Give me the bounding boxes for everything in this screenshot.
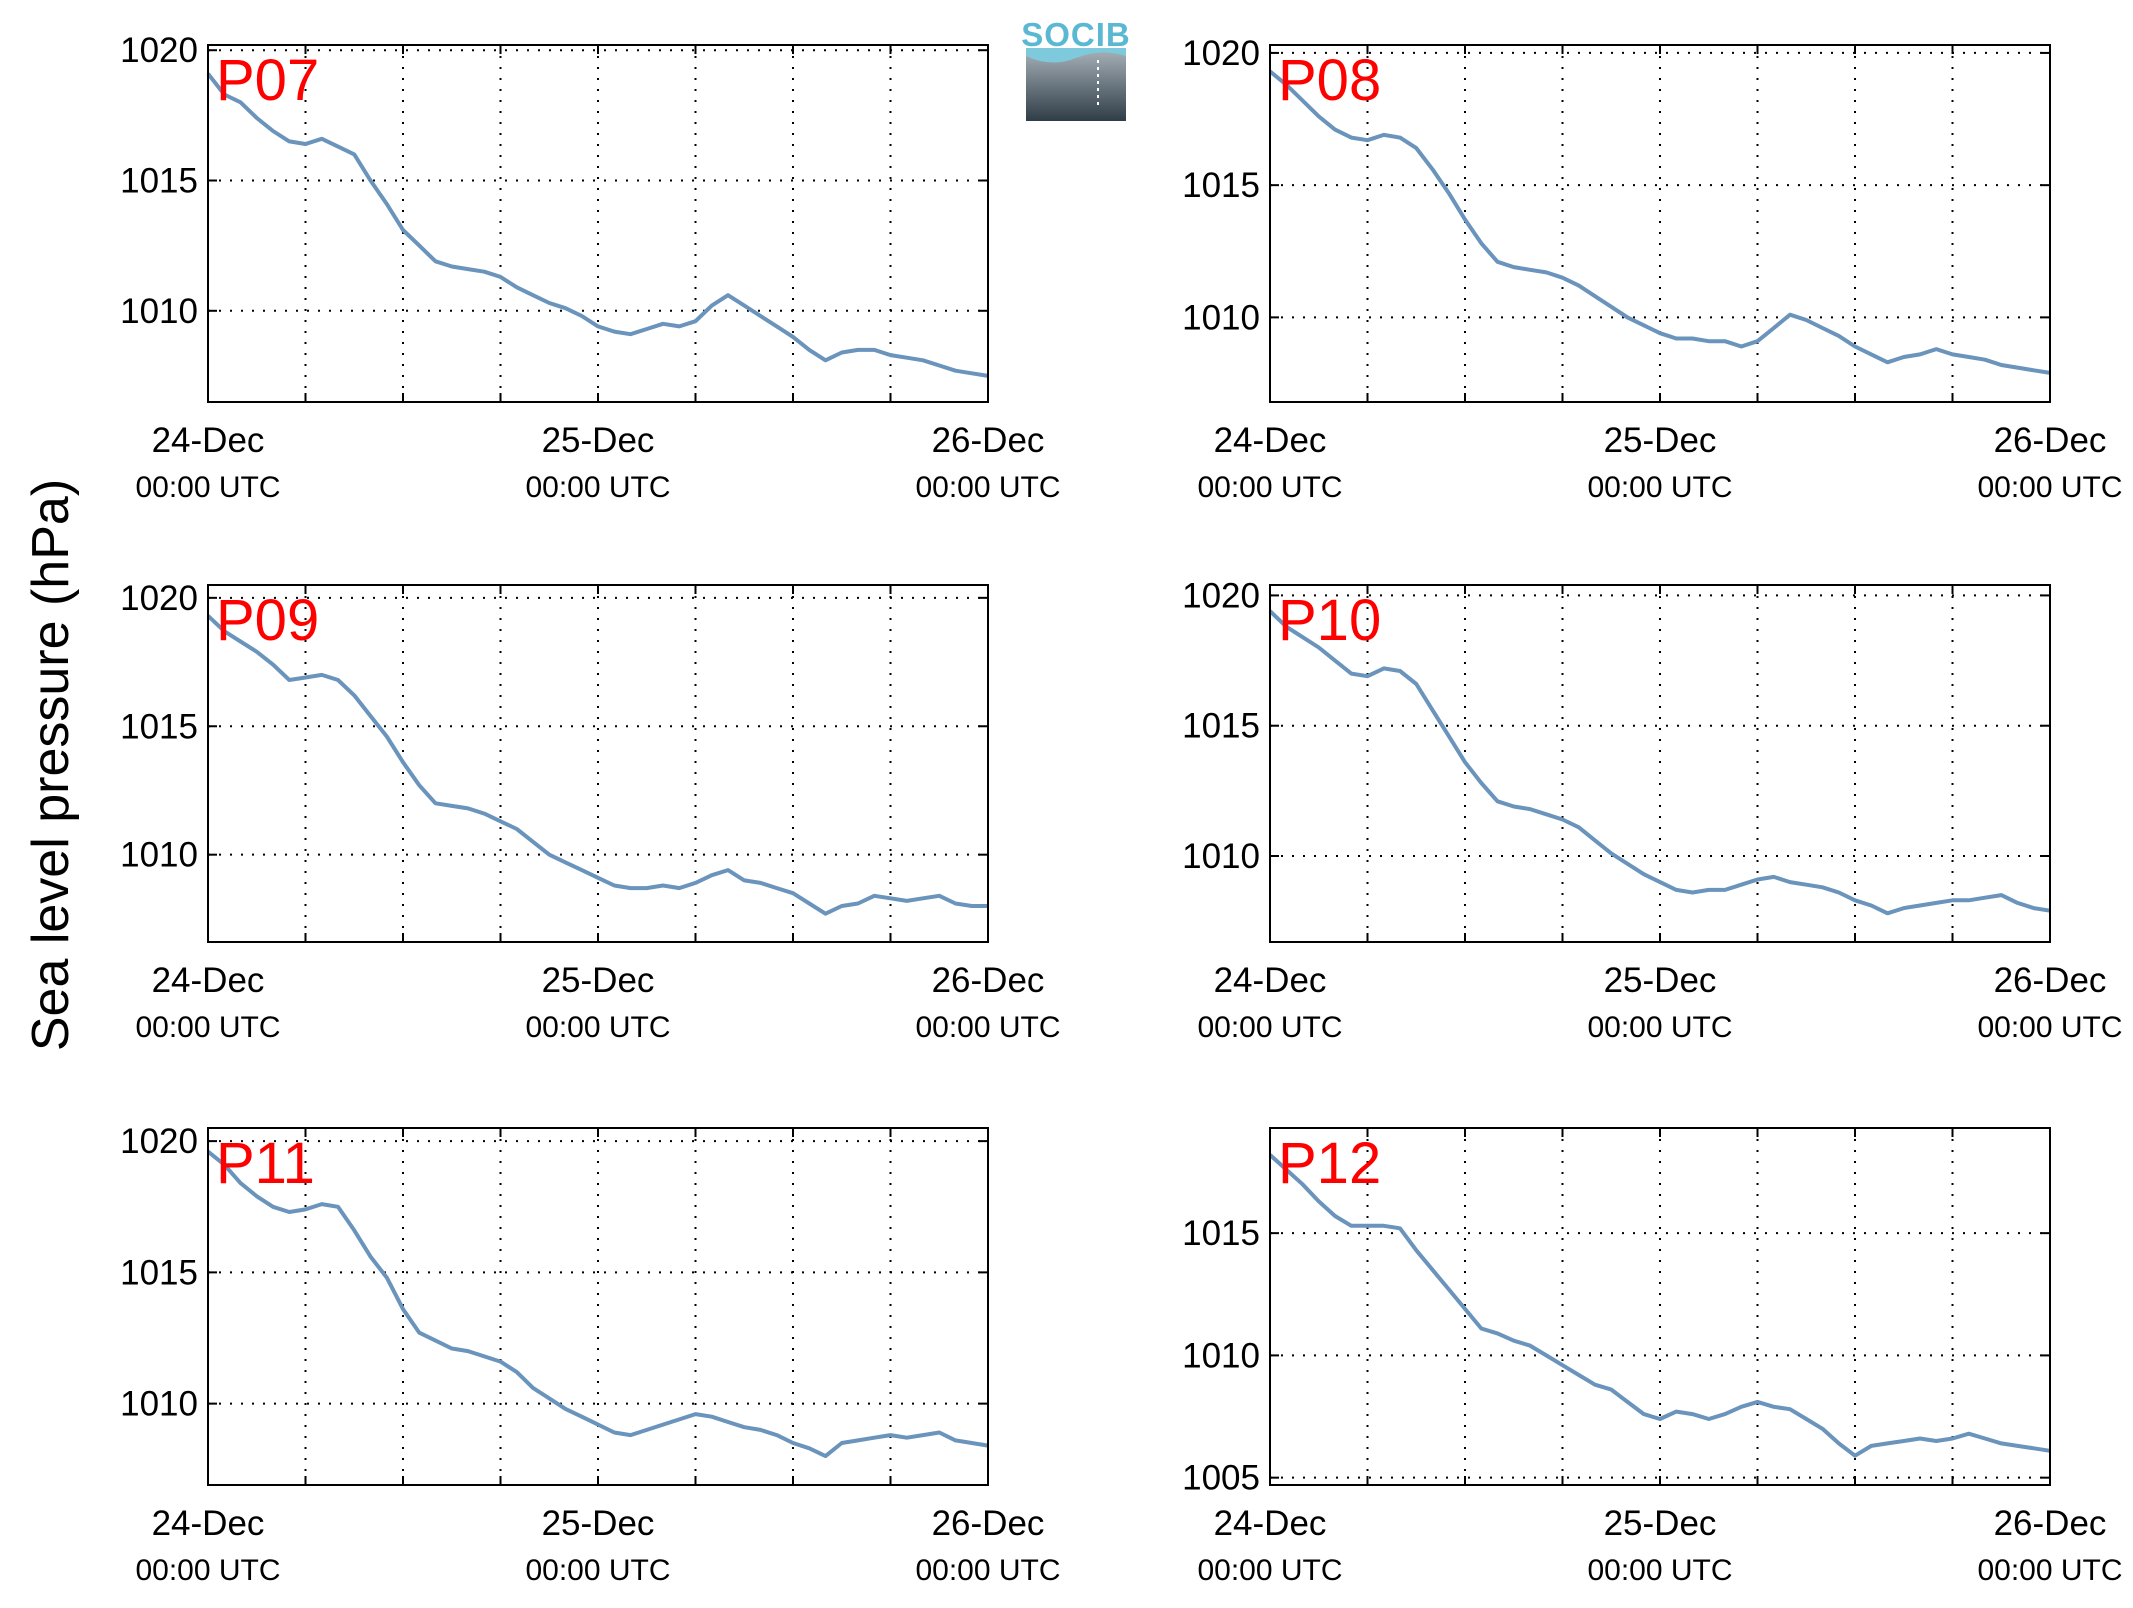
y-tick-label: 1015 [120,1253,198,1292]
x-tick-label-time: 00:00 UTC [1587,1011,1732,1044]
x-tick-label-date: 24-Dec [152,961,265,1000]
x-tick-label-date: 25-Dec [1604,1504,1717,1543]
x-tick-label-time: 00:00 UTC [1197,1554,1342,1587]
x-tick-label-time: 00:00 UTC [135,1011,280,1044]
y-tick-label: 1020 [1182,576,1260,615]
axes-frame [207,1127,989,1486]
series-line-p07 [206,72,989,378]
y-tick-label: 1010 [120,836,198,875]
x-tick-label-date: 24-Dec [1214,961,1327,1000]
series-line-p08 [1268,69,2051,375]
y-tick-label: 1015 [120,707,198,746]
y-tick-label: 1010 [1182,1336,1260,1375]
y-tick-label: 1015 [1182,707,1260,746]
x-tick-label-time: 00:00 UTC [525,1554,670,1587]
axes-frame [1269,44,2051,403]
x-tick-label-date: 24-Dec [152,421,265,460]
x-tick-label-time: 00:00 UTC [1587,1554,1732,1587]
y-tick-label: 1015 [1182,166,1260,205]
x-tick-label-date: 26-Dec [1994,1504,2107,1543]
x-tick-label-date: 26-Dec [1994,961,2107,1000]
panel-label-p08: P08 [1278,48,1381,113]
y-tick-label: 1020 [1182,34,1260,73]
panel-p12: 1005 1010 1015 24-Dec 00:00 UTC 25-Dec 00:00 U… [1182,1127,2123,1587]
y-axis-label: Sea level pressure (hPa) [22,479,80,1051]
y-tick-label: 1010 [1182,837,1260,876]
y-tick-label: 1010 [1182,298,1260,337]
panel-p11: 1010 1015 1020 24-Dec 00:00 UTC 25-Dec 00:00 U… [120,1122,1060,1587]
panel-p07: 1010 1015 1020 24-Dec 00:00 UTC 25-Dec 00:00 U… [120,31,1060,504]
y-tick-label: 1010 [120,1385,198,1424]
panel-label-p09: P09 [216,588,319,653]
x-tick-label-date: 26-Dec [932,961,1045,1000]
x-tick-label-time: 00:00 UTC [915,1011,1060,1044]
y-tick-label: 1015 [1182,1214,1260,1253]
x-tick-label-time: 00:00 UTC [525,471,670,504]
y-tick-label: 1005 [1182,1459,1260,1498]
y-tick-label: 1020 [120,1122,198,1161]
x-tick-label-date: 25-Dec [542,1504,655,1543]
series-line-p11 [206,1150,989,1459]
x-tick-label-date: 26-Dec [932,1504,1045,1543]
x-tick-label-time: 00:00 UTC [1977,1554,2122,1587]
x-tick-label-date: 25-Dec [1604,421,1717,460]
x-tick-label-time: 00:00 UTC [525,1011,670,1044]
axes-frame [207,584,989,943]
x-tick-label-time: 00:00 UTC [1197,1011,1342,1044]
panel-label-p10: P10 [1278,588,1381,653]
y-tick-label: 1020 [120,31,198,70]
series-line-p12 [1268,1153,2051,1458]
x-tick-label-date: 25-Dec [542,961,655,1000]
x-tick-label-time: 00:00 UTC [915,1554,1060,1587]
panel-p09: 1010 1015 1020 24-Dec 00:00 UTC 25-Dec 00:00 U… [120,579,1060,1044]
x-tick-label-time: 00:00 UTC [1587,471,1732,504]
x-tick-label-time: 00:00 UTC [1977,1011,2122,1044]
socib-logo: SOCIB [1021,16,1131,121]
series-line-p09 [206,614,988,916]
x-tick-label-date: 24-Dec [1214,421,1327,460]
panel-label-p12: P12 [1278,1131,1381,1196]
x-tick-label-date: 24-Dec [1214,1504,1327,1543]
panel-label-p11: P11 [216,1131,315,1196]
panel-label-p07: P07 [216,48,319,113]
y-tick-label: 1010 [120,292,198,331]
y-tick-label: 1020 [120,579,198,618]
x-tick-label-date: 24-Dec [152,1504,265,1543]
x-tick-label-time: 00:00 UTC [915,471,1060,504]
axes-frame [1269,1127,2051,1486]
panel-p08: 1010 1015 1020 24-Dec 00:00 UTC 25-Dec 00:00 U… [1182,34,2122,504]
x-tick-label-time: 00:00 UTC [1977,471,2122,504]
axes-frame [1269,584,2051,943]
x-tick-label-date: 26-Dec [932,421,1045,460]
logo-text: SOCIB [1021,16,1131,53]
x-tick-label-date: 25-Dec [542,421,655,460]
x-tick-label-time: 00:00 UTC [1197,471,1342,504]
x-tick-label-time: 00:00 UTC [135,1554,280,1587]
x-tick-label-time: 00:00 UTC [135,471,280,504]
series-line-p10 [1268,609,2051,916]
x-tick-label-date: 25-Dec [1604,961,1717,1000]
y-tick-label: 1015 [120,162,198,201]
x-tick-label-date: 26-Dec [1994,421,2107,460]
panel-p10: 1010 1015 1020 24-Dec 00:00 UTC 25-Dec 00:00 U… [1182,576,2122,1044]
axes-frame [207,44,989,403]
